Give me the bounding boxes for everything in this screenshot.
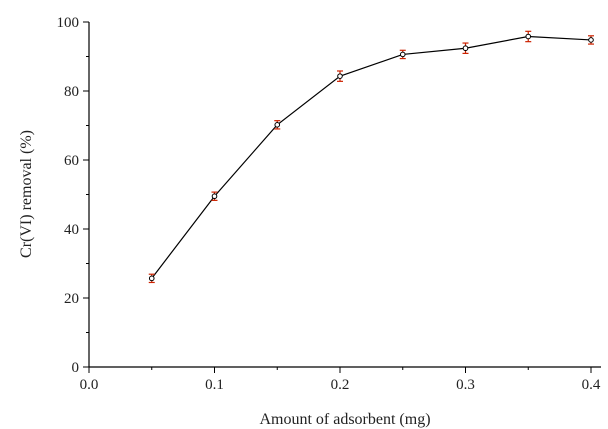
x-tick-label: 0.2 xyxy=(331,377,350,393)
x-tick-label: 0.0 xyxy=(80,377,99,393)
data-point xyxy=(399,51,406,58)
x-tick-label: 0.3 xyxy=(456,377,475,393)
data-markers xyxy=(148,33,594,282)
x-axis-title: Amount of adsorbent (mg) xyxy=(259,411,430,428)
y-tick-label: 80 xyxy=(64,84,79,100)
x-tick-label: 0.1 xyxy=(205,377,224,393)
y-tick-label: 40 xyxy=(64,222,79,238)
y-tick-label: 0 xyxy=(72,360,80,376)
data-point xyxy=(337,73,343,79)
axes xyxy=(88,22,601,368)
data-point xyxy=(525,33,532,40)
y-tick-label: 60 xyxy=(64,153,79,169)
series-polyline xyxy=(151,35,592,279)
data-point xyxy=(211,193,218,200)
x-tick-label: 0.4 xyxy=(582,377,601,393)
x-ticks: 0.0 0.1 0.2 0.3 0.4 xyxy=(80,367,601,393)
y-tick-label: 100 xyxy=(57,15,80,31)
error-bars xyxy=(148,30,594,284)
data-point xyxy=(588,37,594,43)
data-point xyxy=(148,275,155,282)
y-tick-label: 20 xyxy=(64,291,79,307)
series-line xyxy=(151,35,592,279)
data-point xyxy=(462,45,469,52)
y-axis-title: Cr(VI) removal (%) xyxy=(18,130,35,258)
y-ticks: 0 20 40 60 80 100 xyxy=(57,15,89,376)
data-point xyxy=(274,122,281,128)
